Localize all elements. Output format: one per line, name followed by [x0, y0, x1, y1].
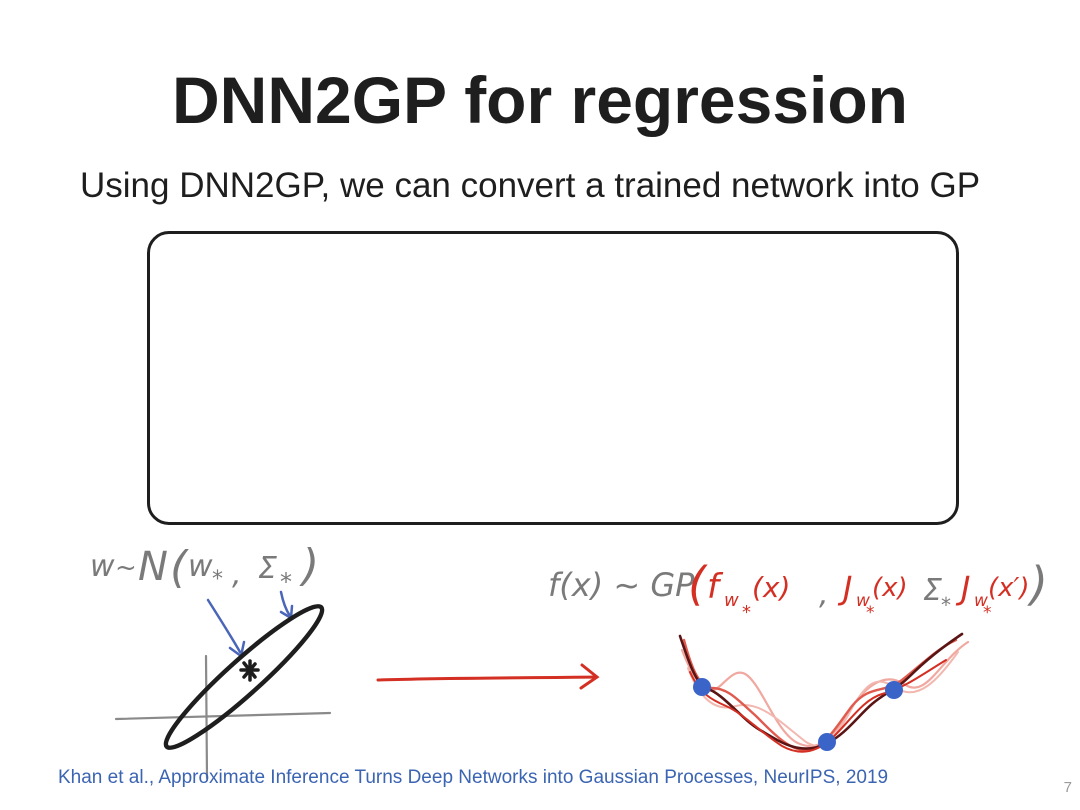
right-formula-close-paren: ): [1027, 557, 1048, 611]
vertical-axis: [204, 654, 209, 780]
cov-pointer-arrow: [279, 590, 292, 618]
right-formula-mean-sub: w: [724, 590, 739, 611]
left-formula-cov: Σ: [258, 551, 277, 586]
left-formula: w ~ N ( w * , Σ * ): [90, 540, 319, 596]
gp-sample-red-1: [682, 638, 958, 752]
mean-pointer-arrow: [206, 598, 242, 654]
left-formula-mean-sub: *: [212, 567, 223, 592]
gp-sample-functions: [678, 632, 970, 753]
posterior-ellipse: [163, 604, 325, 750]
left-formula-normal: N: [138, 544, 168, 590]
gp-sample-red-2: [689, 659, 947, 753]
posterior-ellipse-sketch: [114, 604, 332, 780]
left-formula-open-paren: (: [170, 542, 189, 593]
right-formula-jac2-arg: (x′): [988, 573, 1030, 603]
right-formula-comma: ,: [819, 577, 829, 612]
right-formula-mean-fn: f: [707, 567, 724, 607]
slide-subtitle: Using DNN2GP, we can convert a trained n…: [80, 166, 981, 205]
right-formula-jac1-subsub: *: [866, 603, 875, 623]
right-formula-jac2: J: [955, 569, 970, 607]
right-formula-jac1-sub: w: [856, 591, 870, 611]
slide-title: DNN2GP for regression: [172, 63, 908, 137]
right-formula-jac1-arg: (x): [872, 573, 908, 603]
left-formula-comma: ,: [232, 557, 242, 592]
data-point: [885, 681, 903, 699]
left-formula-close-paren: ): [299, 540, 319, 591]
left-formula-sim: ~: [115, 553, 137, 583]
empty-content-box: [147, 231, 959, 525]
mean-star-icon: [239, 659, 260, 682]
right-formula-open-paren: (: [688, 557, 708, 611]
right-arrow-icon: [376, 663, 600, 690]
right-formula-jac1: J: [837, 569, 852, 607]
data-point: [818, 733, 836, 751]
right-formula-lhs: f(x) ~ GP: [548, 566, 695, 604]
left-formula-w: w: [90, 549, 115, 584]
data-point-dots: [693, 678, 903, 751]
left-formula-cov-sub: *: [280, 568, 292, 596]
right-formula-mean-arg: (x): [752, 571, 790, 604]
right-formula-sigma: Σ: [923, 573, 942, 608]
right-formula-mean-subsub: *: [742, 602, 751, 623]
gp-sample-pink-1: [680, 640, 970, 748]
right-formula-jac2-subsub: *: [983, 603, 992, 623]
data-point: [693, 678, 711, 696]
right-formula-sigma-sub: *: [941, 593, 951, 617]
citation: Khan et al., Approximate Inference Turns…: [58, 767, 889, 788]
left-formula-mean: w: [188, 549, 213, 584]
right-formula-jac2-sub: w: [974, 591, 988, 611]
page-number: 7: [1063, 779, 1072, 796]
right-formula: f(x) ~ GP ( f w * (x) , J w * (x) Σ * J …: [548, 557, 1048, 623]
